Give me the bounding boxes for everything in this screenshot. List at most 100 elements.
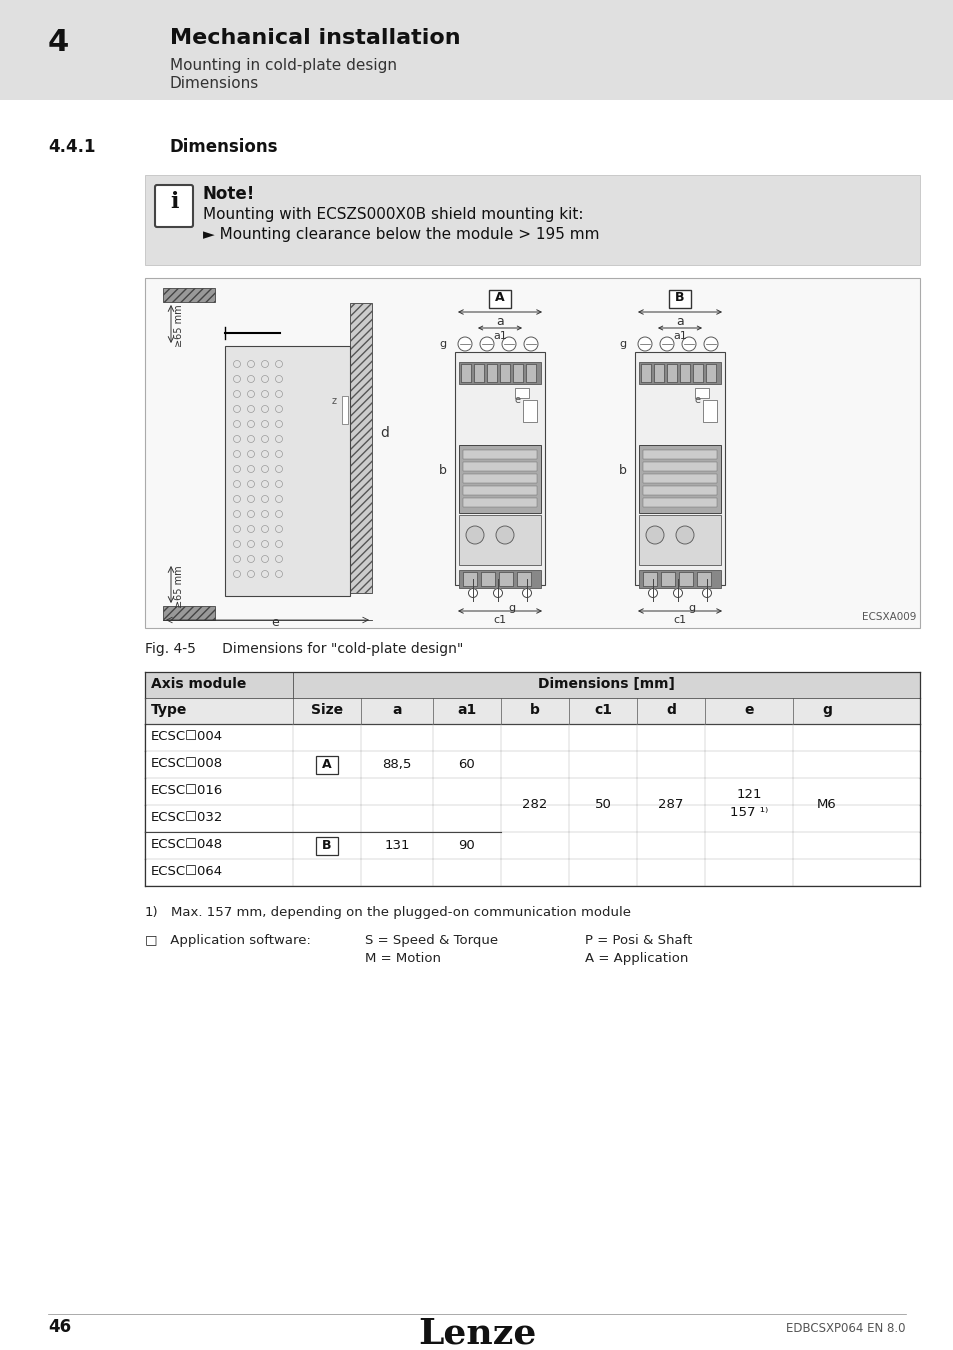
Text: e: e xyxy=(271,616,278,629)
Text: 50: 50 xyxy=(594,798,611,811)
FancyBboxPatch shape xyxy=(668,290,690,308)
Text: ≥65 mm: ≥65 mm xyxy=(173,304,184,347)
Text: Type: Type xyxy=(151,703,187,717)
Text: Max. 157 mm, depending on the plugged-on communication module: Max. 157 mm, depending on the plugged-on… xyxy=(171,906,630,919)
Text: g: g xyxy=(687,603,695,613)
Text: a: a xyxy=(392,703,401,717)
Text: P = Posi & Shaft: P = Posi & Shaft xyxy=(584,934,692,946)
Text: ECSC☐048: ECSC☐048 xyxy=(151,838,223,850)
Bar xyxy=(513,364,522,382)
Text: ECSC☐008: ECSC☐008 xyxy=(151,757,223,769)
Bar xyxy=(666,364,677,382)
FancyBboxPatch shape xyxy=(315,756,337,774)
Text: d: d xyxy=(379,427,389,440)
Text: 90: 90 xyxy=(458,838,475,852)
Circle shape xyxy=(703,338,718,351)
Bar xyxy=(145,832,919,859)
Bar xyxy=(642,486,717,495)
Text: d: d xyxy=(665,703,676,717)
Text: Lenze: Lenze xyxy=(417,1316,536,1350)
Bar xyxy=(639,514,720,566)
Circle shape xyxy=(676,526,693,544)
Text: ≥65 mm: ≥65 mm xyxy=(173,566,184,608)
Text: a1: a1 xyxy=(673,331,686,342)
Text: a1: a1 xyxy=(493,331,506,342)
Bar xyxy=(455,352,544,585)
Bar xyxy=(474,364,483,382)
Text: Axis module: Axis module xyxy=(151,676,246,691)
Bar xyxy=(702,400,717,423)
Circle shape xyxy=(501,338,516,351)
Text: ECSXA009: ECSXA009 xyxy=(861,612,915,622)
Text: ► Mounting clearance below the module > 195 mm: ► Mounting clearance below the module > … xyxy=(203,227,598,242)
Text: ECSC☐032: ECSC☐032 xyxy=(151,811,223,824)
Bar xyxy=(480,572,495,586)
Circle shape xyxy=(673,589,681,598)
Text: Dimensions: Dimensions xyxy=(170,76,259,90)
Bar xyxy=(642,450,717,459)
Text: e: e xyxy=(515,396,520,405)
Bar xyxy=(145,724,919,751)
Bar xyxy=(462,474,537,483)
Bar xyxy=(515,387,529,398)
Bar xyxy=(145,672,919,698)
Text: c1: c1 xyxy=(594,703,612,717)
Text: EDBCSXP064 EN 8.0: EDBCSXP064 EN 8.0 xyxy=(785,1322,905,1335)
Circle shape xyxy=(638,338,651,351)
Bar xyxy=(525,364,536,382)
Text: Dimensions: Dimensions xyxy=(170,138,278,157)
Bar xyxy=(640,364,650,382)
Text: g: g xyxy=(507,603,515,613)
Text: g: g xyxy=(619,339,626,350)
Text: Size: Size xyxy=(311,703,343,717)
Text: M = Motion: M = Motion xyxy=(365,952,440,965)
Circle shape xyxy=(493,589,502,598)
Bar xyxy=(654,364,663,382)
Bar xyxy=(0,0,953,100)
Text: b: b xyxy=(618,463,626,477)
Text: Dimensions [mm]: Dimensions [mm] xyxy=(537,676,674,691)
Bar xyxy=(642,462,717,471)
Text: 157 ¹⁾: 157 ¹⁾ xyxy=(729,806,767,819)
Bar xyxy=(145,805,919,832)
Circle shape xyxy=(522,589,531,598)
Bar xyxy=(462,486,537,495)
Bar xyxy=(639,570,720,589)
Bar xyxy=(642,498,717,508)
Circle shape xyxy=(648,589,657,598)
Bar xyxy=(341,396,348,424)
Bar xyxy=(350,302,372,593)
Bar xyxy=(458,446,540,513)
Text: A: A xyxy=(322,757,332,771)
Bar xyxy=(458,570,540,589)
Text: c1: c1 xyxy=(673,616,686,625)
Text: A = Application: A = Application xyxy=(584,952,688,965)
Circle shape xyxy=(479,338,494,351)
Bar xyxy=(460,364,471,382)
Text: a: a xyxy=(496,315,503,328)
Bar xyxy=(705,364,716,382)
Text: z: z xyxy=(332,396,336,406)
Text: 282: 282 xyxy=(521,798,547,811)
Bar xyxy=(462,462,537,471)
Bar xyxy=(679,572,692,586)
Text: 4.4.1: 4.4.1 xyxy=(48,138,95,157)
Bar xyxy=(498,572,513,586)
Bar xyxy=(697,572,710,586)
Text: □   Application software:: □ Application software: xyxy=(145,934,311,946)
Text: ECSC☐064: ECSC☐064 xyxy=(151,865,223,878)
Text: Mechanical installation: Mechanical installation xyxy=(170,28,460,49)
Circle shape xyxy=(659,338,673,351)
Bar xyxy=(462,498,537,508)
Circle shape xyxy=(457,338,472,351)
Bar xyxy=(145,778,919,805)
Circle shape xyxy=(465,526,483,544)
Bar xyxy=(145,698,919,724)
Text: 131: 131 xyxy=(384,838,410,852)
Bar xyxy=(462,572,476,586)
Text: 1): 1) xyxy=(145,906,158,919)
Bar xyxy=(639,362,720,383)
Text: e: e xyxy=(743,703,753,717)
Text: M6: M6 xyxy=(817,798,836,811)
Bar xyxy=(163,288,214,302)
